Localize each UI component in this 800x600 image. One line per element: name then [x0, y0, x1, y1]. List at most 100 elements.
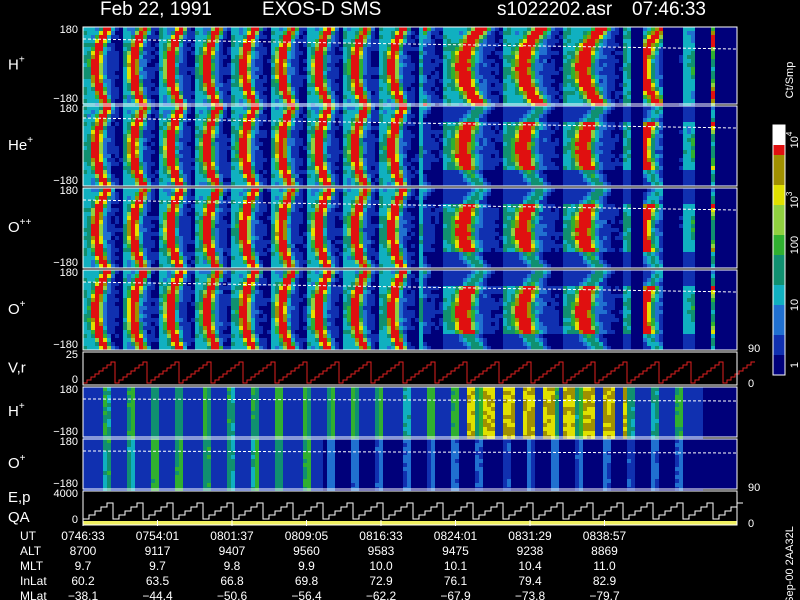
cell [259, 59, 263, 63]
cell [671, 71, 675, 75]
cell [667, 27, 671, 31]
cell [567, 51, 571, 55]
cell [143, 99, 147, 103]
cell [183, 79, 187, 83]
cell [347, 83, 351, 87]
panel-label: H+ [8, 54, 25, 73]
cell [187, 174, 191, 178]
cell [251, 134, 255, 138]
cell [195, 178, 199, 182]
cell [323, 31, 327, 35]
cell [251, 95, 255, 99]
cell [359, 55, 363, 59]
cell [199, 87, 203, 91]
cell [575, 71, 579, 75]
cell [183, 47, 187, 51]
cell [95, 47, 99, 51]
cell [271, 59, 275, 63]
cell [643, 79, 647, 83]
cell [139, 142, 143, 146]
cell [143, 83, 147, 87]
cell [135, 43, 139, 47]
cell [619, 31, 623, 35]
cell [151, 27, 155, 31]
cell [335, 154, 339, 158]
cell [295, 162, 299, 166]
cell [459, 55, 463, 59]
cell [255, 110, 259, 114]
cell [347, 39, 351, 43]
cell [387, 158, 391, 162]
cell [111, 63, 115, 67]
cell [231, 95, 235, 99]
cell [123, 75, 127, 79]
cell [299, 63, 303, 67]
cell [367, 67, 371, 71]
cell [183, 27, 187, 31]
cell [295, 99, 299, 103]
cell [539, 87, 543, 91]
cell [547, 47, 551, 51]
cell [527, 75, 531, 79]
cell [499, 95, 503, 99]
cell [447, 99, 451, 103]
cell [131, 51, 135, 55]
cell [211, 91, 215, 95]
cell [343, 174, 347, 178]
cell [419, 182, 423, 186]
cell [175, 43, 179, 47]
cell [331, 31, 335, 35]
cell [423, 166, 427, 170]
cell [399, 138, 403, 142]
cell [595, 55, 599, 59]
cell [271, 122, 275, 126]
cell [279, 99, 283, 103]
cell [559, 51, 563, 55]
cell [415, 95, 419, 99]
cell [371, 170, 375, 174]
cell [635, 95, 639, 99]
cell [279, 178, 283, 182]
cell [83, 138, 87, 142]
cell [415, 63, 419, 67]
cell [303, 43, 307, 47]
cell [111, 158, 115, 162]
cell [243, 71, 247, 75]
cell [123, 67, 127, 71]
cell [339, 91, 343, 95]
cell [391, 67, 395, 71]
cell [171, 35, 175, 39]
cell [267, 31, 271, 35]
cell [279, 31, 283, 35]
cell [367, 106, 371, 110]
cell [127, 142, 131, 146]
cell [319, 138, 323, 142]
cell [387, 174, 391, 178]
cell [435, 43, 439, 47]
cell [315, 106, 319, 110]
cell [399, 134, 403, 138]
cell [647, 99, 651, 103]
cell [167, 91, 171, 95]
cell [231, 170, 235, 174]
cell [407, 174, 411, 178]
cell [707, 99, 711, 103]
cell [387, 51, 391, 55]
cell [367, 63, 371, 67]
cell [471, 75, 475, 79]
cell [359, 162, 363, 166]
cell [507, 91, 511, 95]
cell [427, 138, 431, 142]
cell [223, 178, 227, 182]
cell [307, 130, 311, 134]
cell [107, 79, 111, 83]
cell [283, 178, 287, 182]
cell [311, 166, 315, 170]
cell [315, 83, 319, 87]
cell [395, 47, 399, 51]
cell [351, 95, 355, 99]
cell [243, 150, 247, 154]
cell [379, 158, 383, 162]
cell [603, 35, 607, 39]
cell [443, 162, 447, 166]
